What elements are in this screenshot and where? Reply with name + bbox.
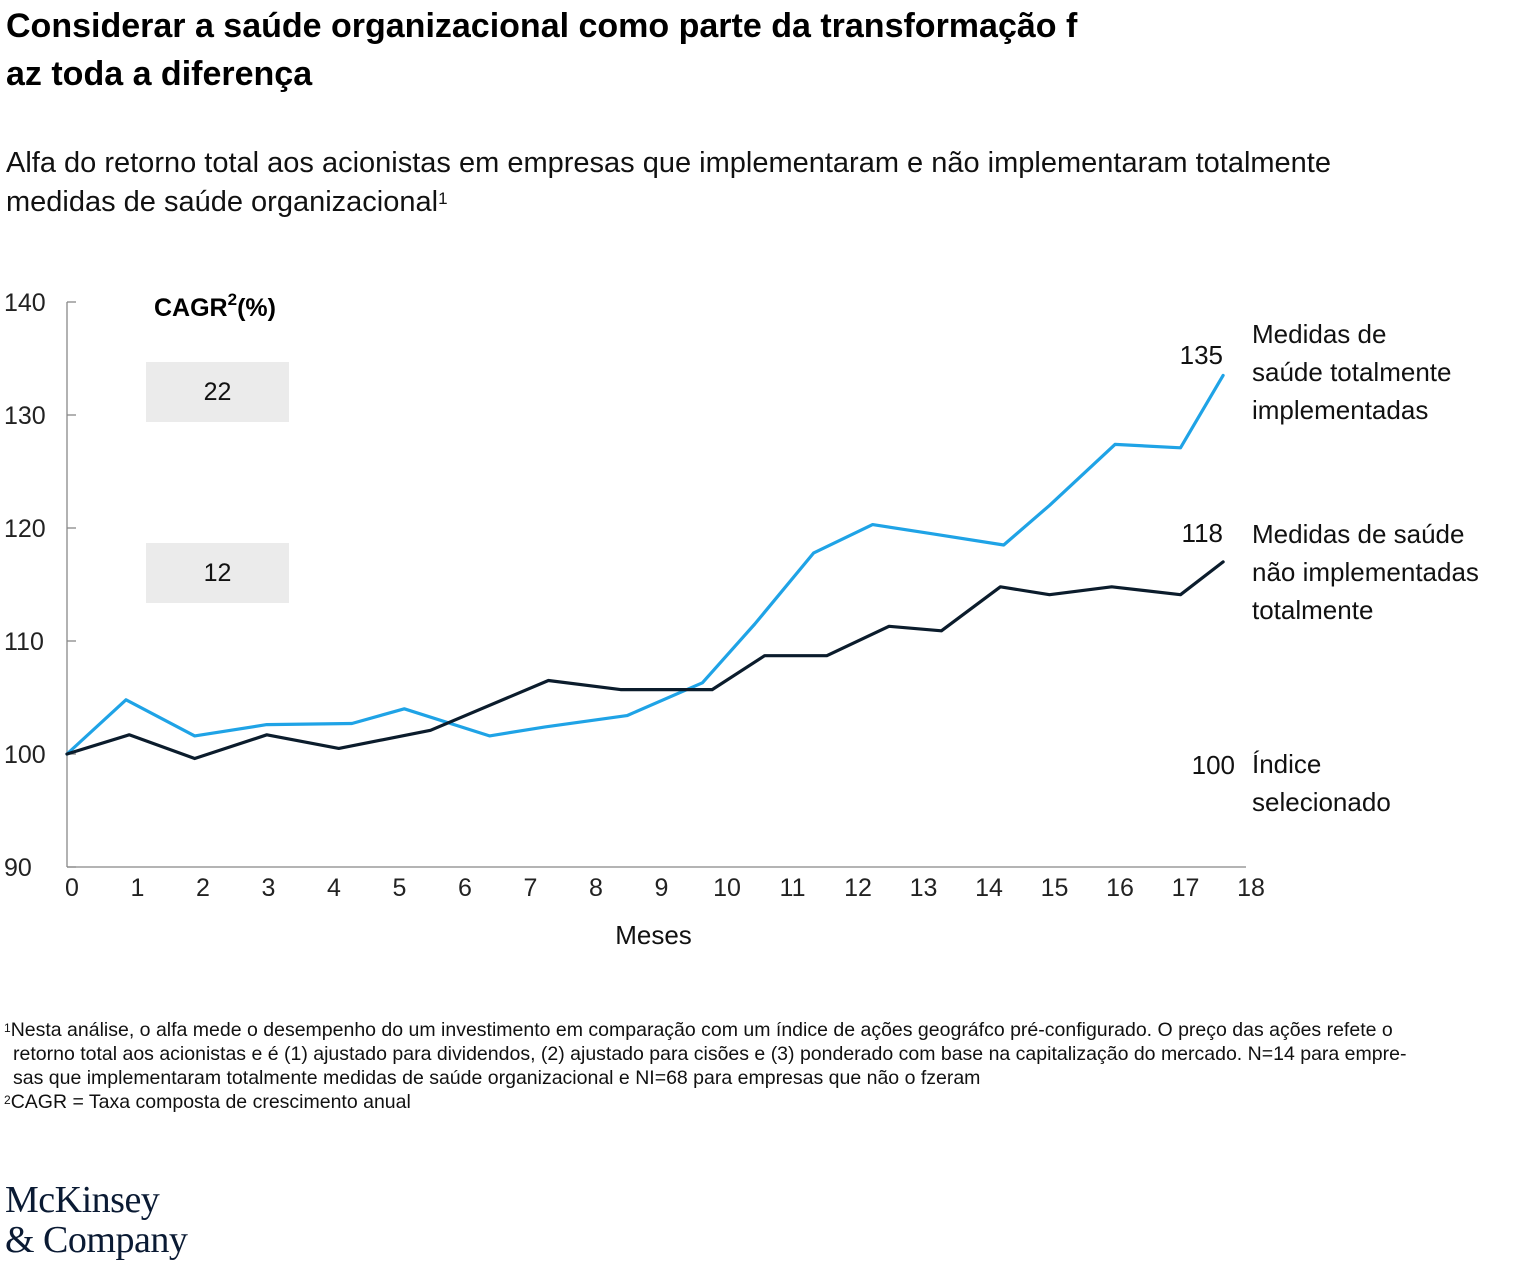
x-tick-label: 9 <box>655 874 669 902</box>
x-tick-label: 16 <box>1106 874 1134 902</box>
x-tick-label: 17 <box>1172 874 1200 902</box>
x-tick-label: 13 <box>910 874 938 902</box>
x-tick-label: 14 <box>975 874 1003 902</box>
y-tick-label: 120 <box>4 515 46 543</box>
series-line-partial <box>65 560 1225 761</box>
y-tick-label: 110 <box>4 628 44 656</box>
legend-partial: Medidas de saúde não implementadas totalme… <box>1252 519 1479 625</box>
x-tick-label: 11 <box>780 874 806 902</box>
footnote-1: 1Nesta análise, o alfa mede o desempenho… <box>4 1019 1393 1041</box>
y-tick-label: 140 <box>4 289 46 317</box>
y-tick-label: 100 <box>4 741 46 769</box>
x-tick-label: 8 <box>589 874 603 902</box>
footnote-ref-1: 1 <box>438 189 448 208</box>
x-tick-label: 18 <box>1237 874 1265 902</box>
chart-subtitle: Alfa do retorno total aos acionistas em … <box>6 147 1331 218</box>
footnotes: 1Nesta análise, o alfa mede o desempenho… <box>4 1018 1524 1114</box>
x-tick-label: 15 <box>1041 874 1069 902</box>
series-line-full <box>65 373 1225 756</box>
x-tick-label: 12 <box>844 874 872 902</box>
x-tick-label: 1 <box>131 874 145 902</box>
legend-full: Medidas de saúde totalmente implementadas <box>1252 319 1452 425</box>
cagr-value-partial: 12 <box>146 543 289 603</box>
mckinsey-logo: McKinsey & Company <box>5 1179 188 1261</box>
x-tick-label: 5 <box>393 874 407 902</box>
footnote-2: 2CAGR = Taxa composta de crescimento anu… <box>4 1091 411 1113</box>
x-tick-label: 7 <box>524 874 538 902</box>
x-tick-label: 10 <box>713 874 741 902</box>
end-label-index: 100 <box>1191 750 1235 780</box>
y-tick-label: 90 <box>4 854 32 882</box>
y-tick-label: 130 <box>4 402 46 430</box>
end-label-full: 135 <box>1179 340 1223 370</box>
x-tick-label: 4 <box>327 874 341 902</box>
legend-index: Índice selecionado <box>1252 749 1391 817</box>
cagr-header: CAGR2(%) <box>154 290 276 322</box>
x-tick-label: 0 <box>65 874 79 902</box>
chart-title: Considerar a saúde organizacional como p… <box>6 7 1078 93</box>
end-label-partial: 118 <box>1181 518 1223 548</box>
x-axis-label: Meses <box>615 920 692 950</box>
x-tick-label: 3 <box>262 874 276 902</box>
x-tick-label: 6 <box>458 874 472 902</box>
x-tick-label: 2 <box>196 874 210 902</box>
cagr-value-full: 22 <box>146 362 289 422</box>
